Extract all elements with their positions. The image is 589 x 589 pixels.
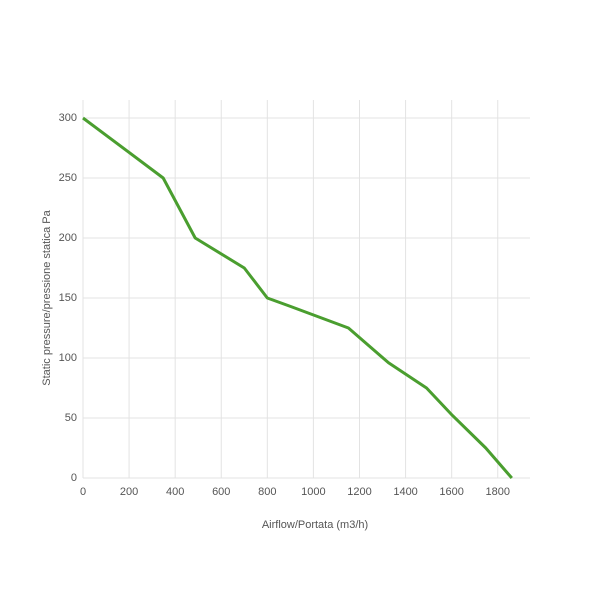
y-tick-label: 250 — [59, 172, 77, 184]
x-tick-label: 0 — [80, 486, 86, 498]
y-tick-label: 0 — [71, 472, 77, 484]
x-tick-label: 400 — [166, 486, 184, 498]
data-line — [82, 116, 513, 479]
x-tick-label: 800 — [258, 486, 276, 498]
y-tick-label: 150 — [59, 292, 77, 304]
x-tick-label: 1600 — [439, 486, 463, 498]
x-tick-label: 1000 — [301, 486, 325, 498]
x-tick-label: 600 — [212, 486, 230, 498]
y-tick-label: 300 — [59, 112, 77, 124]
x-tick-label: 1400 — [393, 486, 417, 498]
x-tick-label: 1200 — [347, 486, 371, 498]
y-tick-label: 50 — [65, 412, 77, 424]
x-tick-label: 1800 — [486, 486, 510, 498]
x-axis-label: Airflow/Portata (m3/h) — [262, 519, 368, 531]
y-tick-label: 200 — [59, 232, 77, 244]
y-axis-label: Static pressure/pressione statica Pa — [41, 209, 53, 385]
y-tick-label: 100 — [59, 352, 77, 364]
x-tick-label: 200 — [120, 486, 138, 498]
